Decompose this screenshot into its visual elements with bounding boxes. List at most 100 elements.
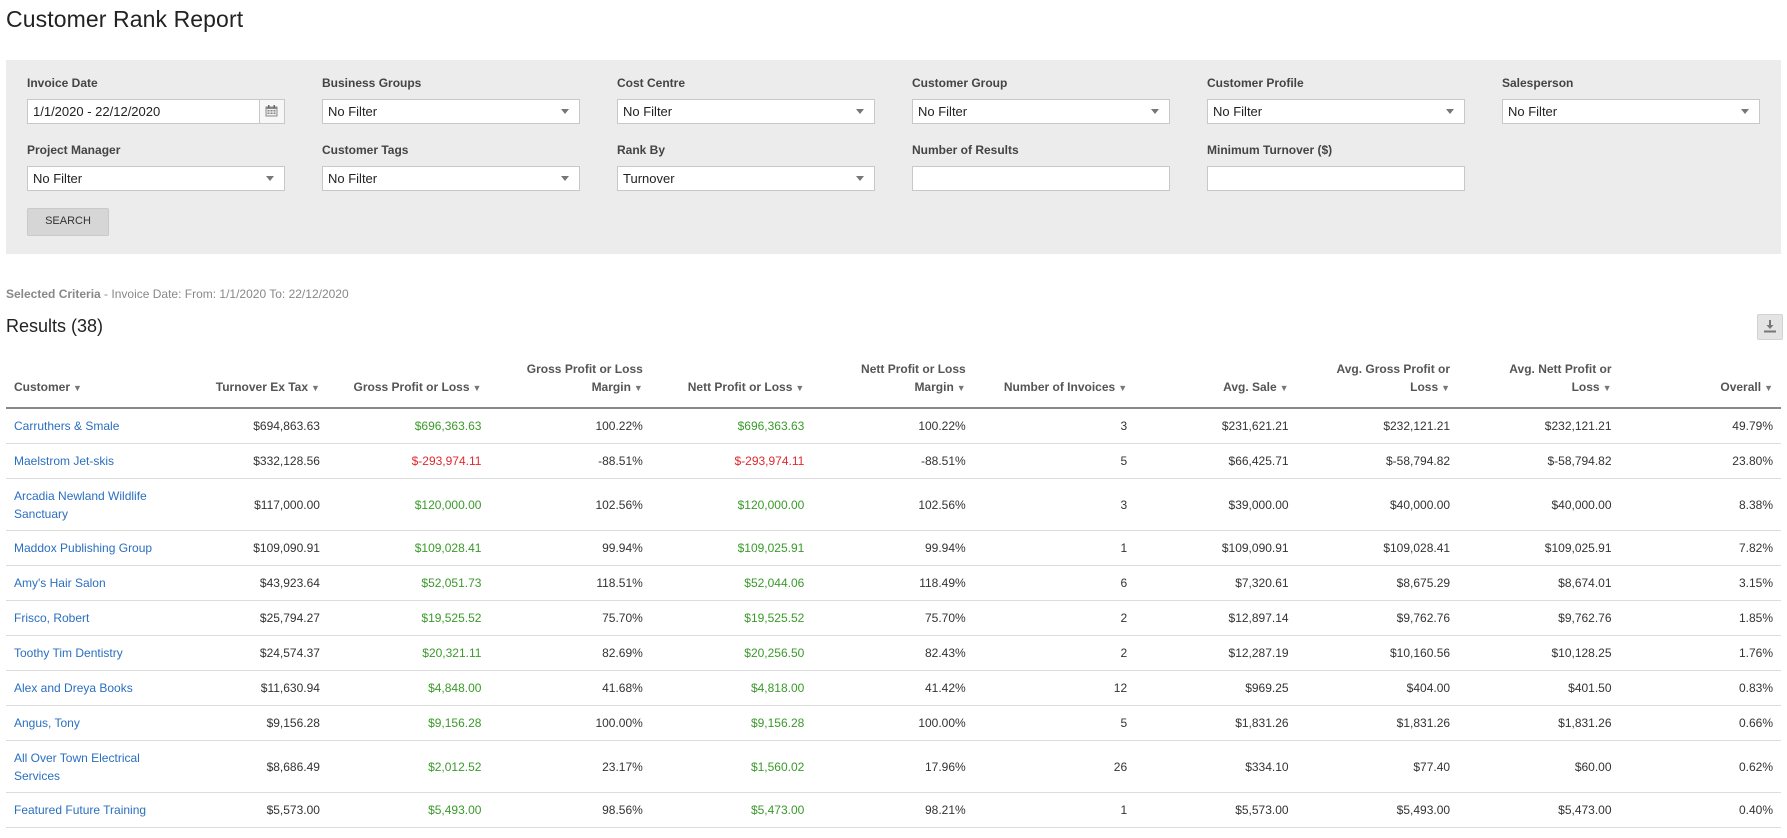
- salesperson-label: Salesperson: [1502, 76, 1574, 90]
- gross-margin-cell: 99.94%: [489, 530, 651, 566]
- gross-profit-cell: $4,848.00: [327, 670, 490, 706]
- cost-centre-select[interactable]: No Filter: [617, 99, 875, 124]
- overall-cell: 0.66%: [1619, 705, 1781, 741]
- overall-cell: 23.80%: [1619, 443, 1781, 479]
- customer-cell: Amy's Hair Salon: [6, 565, 181, 601]
- cost-centre-value: No Filter: [623, 104, 673, 119]
- overall-cell: 1.76%: [1619, 635, 1781, 671]
- nett-margin-cell: 99.94%: [812, 530, 974, 566]
- overall-cell: 0.83%: [1619, 670, 1781, 706]
- number-of-results-input[interactable]: [912, 166, 1170, 191]
- customer-link[interactable]: Alex and Dreya Books: [14, 681, 133, 695]
- customer-link[interactable]: All Over Town Electrical Services: [14, 750, 140, 783]
- nett-margin-cell: 82.43%: [812, 635, 974, 671]
- nett-margin-cell: 98.21%: [812, 792, 974, 828]
- customer-link[interactable]: Angus, Tony: [14, 716, 80, 730]
- customer-link[interactable]: Toothy Tim Dentistry: [14, 646, 123, 660]
- export-button[interactable]: [1757, 314, 1783, 340]
- customer-profile-value: No Filter: [1213, 104, 1263, 119]
- gross-profit-cell: $2,012.52: [327, 740, 490, 793]
- gross-margin-cell: 102.56%: [489, 478, 651, 531]
- col-nett-profit[interactable]: Nett Profit or Loss ▼: [650, 360, 813, 409]
- business-groups-label: Business Groups: [322, 76, 422, 90]
- nett-profit-cell: $120,000.00: [650, 478, 813, 531]
- salesperson-select[interactable]: No Filter: [1502, 99, 1760, 124]
- nett-profit-cell: $696,363.63: [650, 408, 813, 444]
- chevron-down-icon: [561, 109, 569, 114]
- avg-sale-cell: $12,287.19: [1135, 635, 1297, 671]
- gross-margin-cell: -88.51%: [489, 443, 651, 479]
- customer-tags-value: No Filter: [328, 171, 378, 186]
- col-gross-margin[interactable]: Gross Profit or Loss Margin ▼: [489, 360, 651, 409]
- avg-nett-cell: $8,674.01: [1458, 565, 1620, 601]
- nett-profit-cell: $52,044.06: [650, 565, 813, 601]
- customer-link[interactable]: Amy's Hair Salon: [14, 576, 106, 590]
- chevron-down-icon: [561, 176, 569, 181]
- avg-gross-cell: $9,762.76: [1296, 600, 1459, 636]
- avg-sale-cell: $66,425.71: [1135, 443, 1297, 479]
- rank-by-select[interactable]: Turnover: [617, 166, 875, 191]
- customer-tags-select[interactable]: No Filter: [322, 166, 580, 191]
- avg-nett-cell: $10,128.25: [1458, 635, 1620, 671]
- customer-cell: All Over Town Electrical Services: [6, 740, 181, 793]
- avg-sale-cell: $5,573.00: [1135, 792, 1297, 828]
- table-row: Alex and Dreya Books $11,630.94 $4,848.00 4…: [6, 670, 1781, 706]
- customer-cell: Featured Future Training: [6, 792, 181, 828]
- customer-cell: Alex and Dreya Books: [6, 670, 181, 706]
- sort-icon: ▼: [1764, 383, 1773, 393]
- col-avg-nett[interactable]: Avg. Nett Profit or Loss ▼: [1458, 360, 1620, 409]
- gross-profit-cell: $9,156.28: [327, 705, 490, 741]
- col-number-of-invoices[interactable]: Number of Invoices ▼: [973, 360, 1136, 409]
- search-button[interactable]: SEARCH: [27, 208, 109, 236]
- avg-sale-cell: $1,831.26: [1135, 705, 1297, 741]
- customer-tags-field: Customer Tags No Filter: [322, 143, 580, 191]
- avg-sale-cell: $231,621.21: [1135, 408, 1297, 444]
- avg-nett-cell: $232,121.21: [1458, 408, 1620, 444]
- sort-icon: ▼: [311, 383, 320, 393]
- project-manager-select[interactable]: No Filter: [27, 166, 285, 191]
- customer-group-select[interactable]: No Filter: [912, 99, 1170, 124]
- nett-profit-cell: $-293,974.11: [650, 443, 813, 479]
- col-avg-gross[interactable]: Avg. Gross Profit or Loss ▼: [1296, 360, 1459, 409]
- minimum-turnover-input[interactable]: [1207, 166, 1465, 191]
- avg-gross-cell: $109,028.41: [1296, 530, 1459, 566]
- gross-margin-cell: 41.68%: [489, 670, 651, 706]
- nett-margin-cell: 102.56%: [812, 478, 974, 531]
- table-row: All Over Town Electrical Services $8,686.…: [6, 740, 1781, 793]
- business-groups-field: Business Groups No Filter: [322, 76, 580, 124]
- table-row: Frisco, Robert $25,794.27 $19,525.52 75.70%…: [6, 600, 1781, 636]
- avg-nett-cell: $5,473.00: [1458, 792, 1620, 828]
- col-gross-profit[interactable]: Gross Profit or Loss ▼: [327, 360, 490, 409]
- customer-link[interactable]: Maddox Publishing Group: [14, 541, 153, 555]
- invoice-date-label: Invoice Date: [27, 76, 98, 90]
- col-overall[interactable]: Overall ▼: [1619, 360, 1781, 409]
- nett-profit-cell: $19,525.52: [650, 600, 813, 636]
- page-title: Customer Rank Report: [6, 6, 244, 32]
- customer-profile-select[interactable]: No Filter: [1207, 99, 1465, 124]
- col-nett-margin[interactable]: Nett Profit or Loss Margin ▼: [812, 360, 974, 409]
- invoice-date-input[interactable]: 1/1/2020 - 22/12/2020: [27, 99, 285, 124]
- customer-cell: Maelstrom Jet-skis: [6, 443, 181, 479]
- customer-profile-field: Customer Profile No Filter: [1207, 76, 1465, 124]
- calendar-icon[interactable]: [259, 100, 284, 123]
- invoices-cell: 2: [973, 600, 1136, 636]
- customer-group-label: Customer Group: [912, 76, 1008, 90]
- chevron-down-icon: [856, 176, 864, 181]
- customer-link[interactable]: Featured Future Training: [14, 803, 147, 817]
- overall-cell: 8.38%: [1619, 478, 1781, 531]
- business-groups-select[interactable]: No Filter: [322, 99, 580, 124]
- turnover-cell: $5,573.00: [180, 792, 328, 828]
- salesperson-field: Salesperson No Filter: [1502, 76, 1760, 124]
- rank-by-field: Rank By Turnover: [617, 143, 875, 191]
- cost-centre-label: Cost Centre: [617, 76, 686, 90]
- customer-link[interactable]: Maelstrom Jet-skis: [14, 454, 115, 468]
- customer-link[interactable]: Arcadia Newland Wildlife Sanctuary: [14, 488, 147, 521]
- gross-profit-cell: $120,000.00: [327, 478, 490, 531]
- customer-link[interactable]: Frisco, Robert: [14, 611, 90, 625]
- project-manager-field: Project Manager No Filter: [27, 143, 285, 191]
- col-customer[interactable]: Customer ▼: [6, 360, 181, 409]
- invoices-cell: 6: [973, 565, 1136, 601]
- customer-link[interactable]: Carruthers & Smale: [14, 419, 120, 433]
- col-turnover[interactable]: Turnover Ex Tax ▼: [180, 360, 328, 409]
- col-avg-sale[interactable]: Avg. Sale ▼: [1135, 360, 1297, 409]
